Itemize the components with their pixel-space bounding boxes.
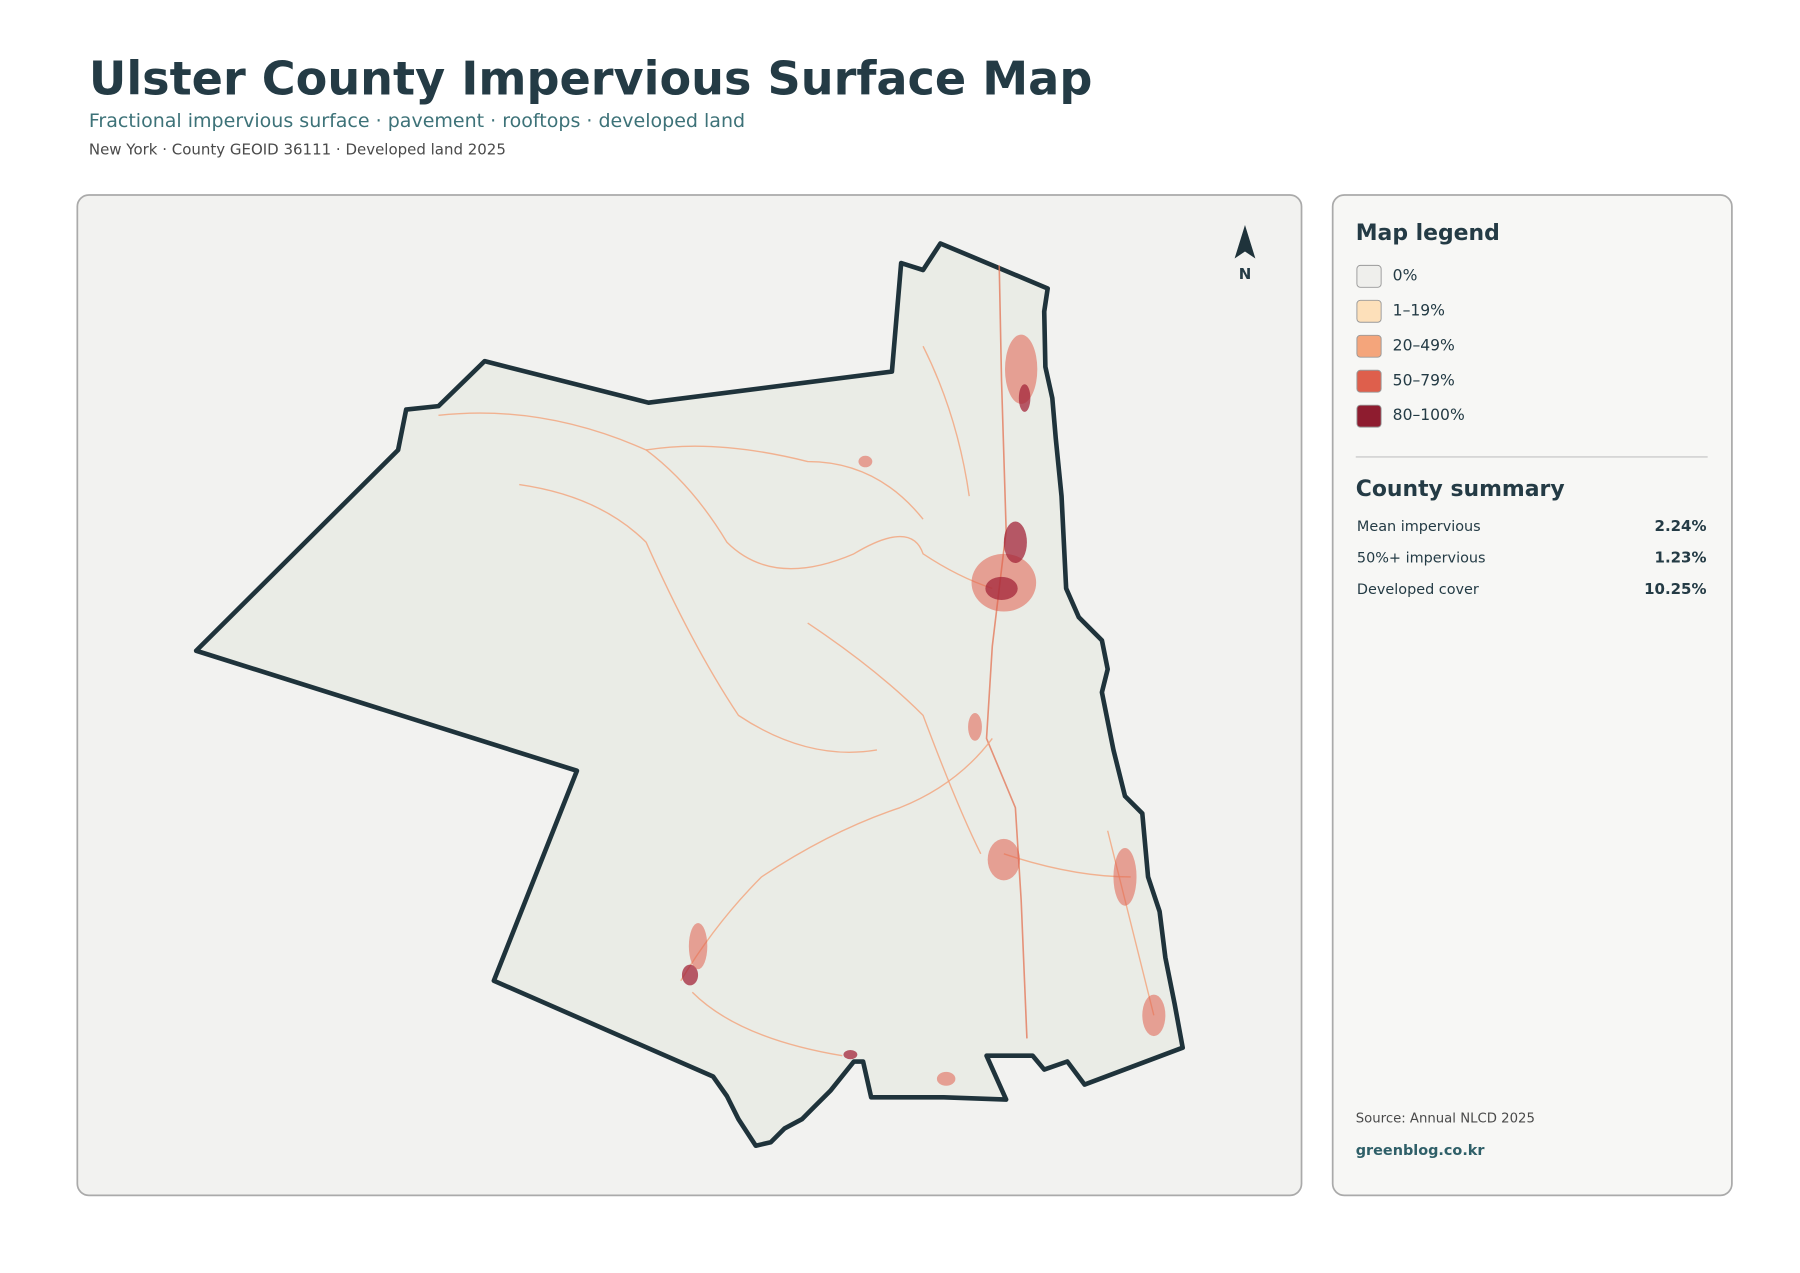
- summary-label: Developed cover: [1357, 582, 1479, 598]
- site: greenblog.co.kr: [1356, 1143, 1486, 1159]
- county-outline: [193, 241, 1185, 1149]
- legend-swatch: [1356, 404, 1382, 428]
- source: Source: Annual NLCD 2025: [1356, 1112, 1535, 1127]
- summary-value: 10.25%: [1644, 580, 1706, 598]
- legend-swatch: [1356, 264, 1382, 288]
- legend: 0% 1–19% 20–49% 50–79% 80–100%: [1356, 264, 1465, 428]
- summary-label: Mean impervious: [1357, 519, 1481, 535]
- north-label: N: [1239, 265, 1252, 283]
- title: Ulster County Impervious Surface Map: [89, 52, 1093, 106]
- legend-title: Map legend: [1356, 221, 1500, 246]
- legend-swatch: [1356, 334, 1382, 358]
- summary: Mean impervious 2.24% 50%+ impervious 1.23%…: [1357, 517, 1707, 598]
- legend-label: 20–49%: [1393, 336, 1455, 354]
- summary-value: 1.23%: [1655, 548, 1707, 566]
- legend-label: 50–79%: [1393, 371, 1455, 389]
- summary-value: 2.24%: [1655, 517, 1707, 535]
- north-arrow: [1234, 224, 1256, 259]
- summary-title: County summary: [1356, 477, 1565, 502]
- subtitle: Fractional impervious surface · pavement…: [89, 110, 745, 132]
- summary-label: 50%+ impervious: [1357, 550, 1486, 566]
- meta: New York · County GEOID 36111 · Develope…: [89, 141, 506, 159]
- legend-swatch: [1356, 299, 1382, 323]
- legend-swatch: [1356, 369, 1382, 393]
- legend-label: 80–100%: [1393, 406, 1465, 424]
- impervious-detail: [438, 265, 1166, 1086]
- legend-label: 1–19%: [1393, 301, 1445, 319]
- legend-label: 0%: [1393, 266, 1418, 284]
- side-panel: [1331, 194, 1733, 1197]
